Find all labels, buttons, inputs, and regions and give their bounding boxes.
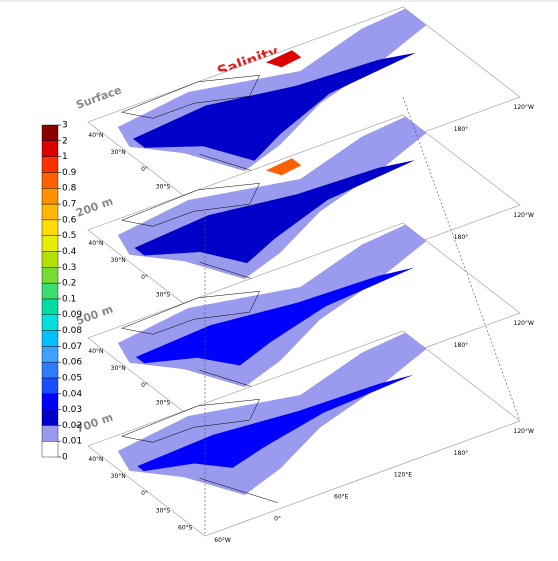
landmass	[120, 75, 260, 119]
colorbar-bin	[41, 235, 59, 252]
colorbar-bin	[41, 188, 59, 205]
lon-label: 120°W	[514, 320, 534, 327]
colorbar-bin	[41, 219, 59, 236]
field-mid	[135, 267, 415, 366]
colorbar-bin	[41, 156, 59, 173]
lat-label: 30°S	[156, 399, 171, 406]
lon-label: 120°W	[514, 428, 534, 435]
layer-label: 200 m	[74, 195, 114, 220]
field-mid	[134, 160, 416, 264]
lon-label: 120°E	[394, 472, 412, 479]
colorbar-label: 0.09	[62, 310, 82, 320]
lon-label: 180°	[454, 126, 468, 133]
colorbar-label: 0.04	[62, 389, 82, 399]
colorbar-label: 3	[62, 121, 68, 131]
colorbar-bin	[41, 314, 59, 331]
colorbar-label: 0.7	[62, 200, 76, 210]
lat-label: 40°N	[88, 132, 103, 139]
colorbar-label: 0.6	[62, 215, 77, 225]
map-layer: 200 m40°N30°N0°30°S60°S60°W0°60°E120°E18…	[74, 114, 534, 328]
coastline	[199, 478, 278, 503]
colorbar-bin	[41, 124, 59, 142]
colorbar-label: 0.1	[62, 294, 76, 304]
lat-label: 40°N	[88, 240, 103, 247]
colorbar-bin	[41, 409, 59, 426]
map-layer: 500 m40°N30°N0°30°S60°S60°W0°60°E120°E18…	[74, 222, 534, 436]
field-peak	[265, 50, 302, 68]
colorbar-bin	[41, 330, 59, 347]
layer-label: Surface	[74, 83, 123, 111]
lat-label: 30°S	[156, 291, 171, 298]
colorbar-bin	[41, 282, 59, 300]
field-mid	[133, 52, 416, 161]
colorbar-label: 0.9	[62, 168, 77, 178]
colorbar-bin	[41, 298, 59, 315]
colorbar-bin	[41, 377, 59, 394]
colorbar-bin	[41, 346, 59, 363]
colorbar-bin	[41, 361, 59, 379]
colorbar-bin	[41, 393, 59, 410]
colorbar-label: 0.2	[62, 279, 76, 289]
lat-label: 0°	[141, 490, 148, 497]
lat-label: 0°	[141, 382, 148, 389]
colorbar-label: 0.5	[62, 231, 76, 241]
landmass	[120, 183, 260, 227]
lat-label: 30°N	[111, 149, 126, 156]
colorbar-label: 0	[62, 453, 68, 463]
colorbar-bin	[41, 203, 59, 221]
colorbar-label: 0.02	[62, 421, 82, 431]
colorbar-bin	[41, 425, 59, 442]
field-peak	[265, 158, 302, 176]
colorbar-label: 0.05	[62, 373, 82, 383]
colorbar-label: 0.03	[62, 405, 82, 415]
lon-label: 60°E	[334, 494, 349, 501]
lat-label: 30°S	[156, 183, 171, 190]
lon-label: 180°	[454, 342, 468, 349]
colorbar-label: 0.8	[62, 184, 77, 194]
lat-label: 40°N	[88, 456, 103, 463]
lat-label: 0°	[141, 166, 148, 173]
guide-line	[402, 96, 521, 422]
field-mid	[137, 374, 414, 472]
landmass	[120, 399, 260, 443]
colorbar-bin	[41, 140, 59, 157]
lon-label: 60°W	[214, 537, 231, 544]
colorbar-label: 1	[62, 152, 68, 162]
colorbar-label: 2	[62, 136, 68, 146]
lat-label: 60°S	[178, 524, 193, 531]
lat-label: 0°	[141, 274, 148, 281]
lat-label: 30°N	[111, 473, 126, 480]
lon-label: 0°	[274, 515, 281, 522]
colorbar-label: 0.07	[62, 342, 82, 352]
map-layer: 700 m40°N30°N0°30°S60°S60°W0°60°E120°E18…	[74, 330, 534, 544]
colorbar-label: 0.08	[62, 326, 82, 336]
colorbar-bin	[41, 440, 59, 458]
lon-label: 120°W	[514, 104, 534, 111]
colorbar-label: 0.01	[62, 437, 82, 447]
lat-label: 30°N	[111, 257, 126, 264]
colorbar-bin	[41, 267, 59, 284]
colorbar-bin	[41, 251, 59, 268]
colorbar-bin	[41, 172, 59, 189]
lat-label: 30°S	[156, 507, 171, 514]
landmass	[120, 291, 260, 335]
colorbar-label: 0.06	[62, 358, 82, 368]
colorbar-label: 0.3	[62, 263, 76, 273]
lon-label: 180°	[454, 450, 468, 457]
colorbar-label: 0.4	[62, 247, 77, 257]
lon-label: 180°	[454, 234, 468, 241]
lat-label: 30°N	[111, 365, 126, 372]
lat-label: 40°N	[88, 348, 103, 355]
lon-label: 120°W	[514, 212, 534, 219]
